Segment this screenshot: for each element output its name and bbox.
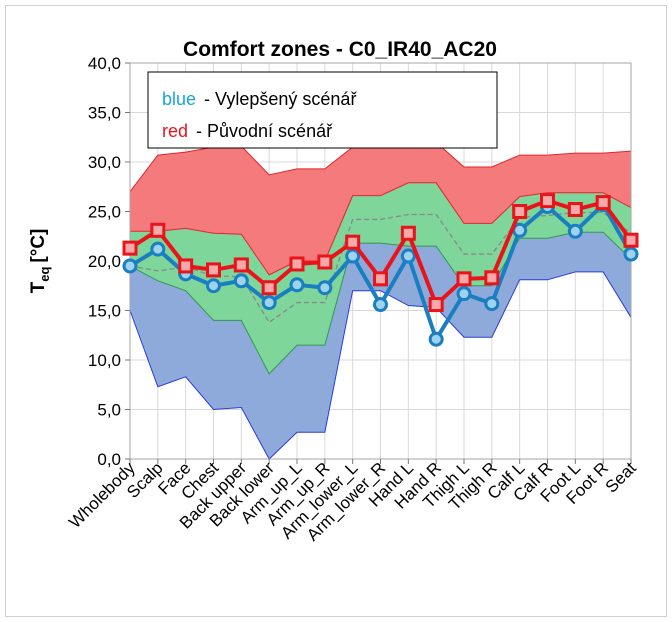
marker bbox=[540, 193, 555, 209]
legend-text: - Vylepšený scénář bbox=[204, 89, 357, 109]
y-tick-label: 35,0 bbox=[88, 104, 121, 123]
marker bbox=[317, 280, 333, 296]
marker bbox=[150, 241, 166, 257]
marker bbox=[373, 297, 388, 313]
y-tick-label: 15,0 bbox=[88, 302, 121, 321]
legend-entry: red - Původní scénář bbox=[162, 121, 333, 141]
marker bbox=[206, 278, 221, 294]
marker bbox=[512, 204, 528, 219]
zone-bound bbox=[130, 182, 632, 276]
legend-text: - Původní scénář bbox=[196, 121, 333, 141]
y-axis-label: Teq [°C] bbox=[28, 229, 52, 294]
zone-area bbox=[130, 182, 631, 374]
y-tick-label: 10,0 bbox=[88, 351, 121, 370]
legend-box bbox=[147, 71, 498, 149]
y-tick-label: 5,0 bbox=[97, 401, 121, 420]
marker bbox=[456, 286, 472, 302]
marker bbox=[150, 222, 166, 238]
marker bbox=[400, 248, 416, 264]
marker bbox=[233, 257, 249, 273]
neutral-line bbox=[129, 211, 632, 324]
marker bbox=[345, 248, 361, 264]
marker bbox=[373, 271, 388, 287]
marker bbox=[261, 280, 277, 296]
y-label-unit: [°C] bbox=[28, 229, 49, 263]
y-tick-label: 0,0 bbox=[97, 450, 121, 469]
legend-entry: blue - Vylepšený scénář bbox=[162, 89, 357, 109]
marker bbox=[206, 262, 221, 278]
marker bbox=[456, 271, 472, 287]
marker bbox=[261, 295, 277, 311]
y-tick-label: 30,0 bbox=[88, 153, 121, 172]
marker bbox=[289, 256, 305, 272]
marker bbox=[623, 232, 639, 248]
y-tick-label: 25,0 bbox=[88, 203, 121, 222]
marker bbox=[122, 240, 138, 256]
marker bbox=[317, 254, 333, 270]
marker bbox=[233, 273, 249, 289]
zone-bound bbox=[129, 271, 632, 460]
marker bbox=[567, 223, 583, 239]
marker bbox=[595, 195, 611, 211]
marker bbox=[428, 331, 444, 347]
y-tick-label: 20,0 bbox=[88, 252, 121, 271]
y-label-main: T bbox=[28, 281, 49, 293]
marker bbox=[428, 297, 444, 313]
marker bbox=[289, 277, 305, 293]
legend-name: blue bbox=[162, 89, 196, 109]
legend-name: red bbox=[162, 121, 188, 141]
marker bbox=[484, 296, 500, 312]
zone-bound bbox=[129, 231, 632, 375]
y-tick-label: 40,0 bbox=[88, 54, 121, 73]
marker bbox=[484, 270, 500, 286]
zone-area bbox=[130, 232, 631, 459]
zone-area bbox=[130, 142, 631, 275]
marker bbox=[178, 258, 194, 274]
chart-title: Comfort zones - C0_IR40_AC20 bbox=[183, 38, 497, 61]
marker bbox=[400, 225, 416, 241]
marker bbox=[623, 246, 639, 262]
y-label-sub: eq bbox=[37, 267, 52, 282]
marker bbox=[567, 202, 583, 218]
marker bbox=[345, 234, 361, 250]
marker bbox=[122, 258, 138, 274]
